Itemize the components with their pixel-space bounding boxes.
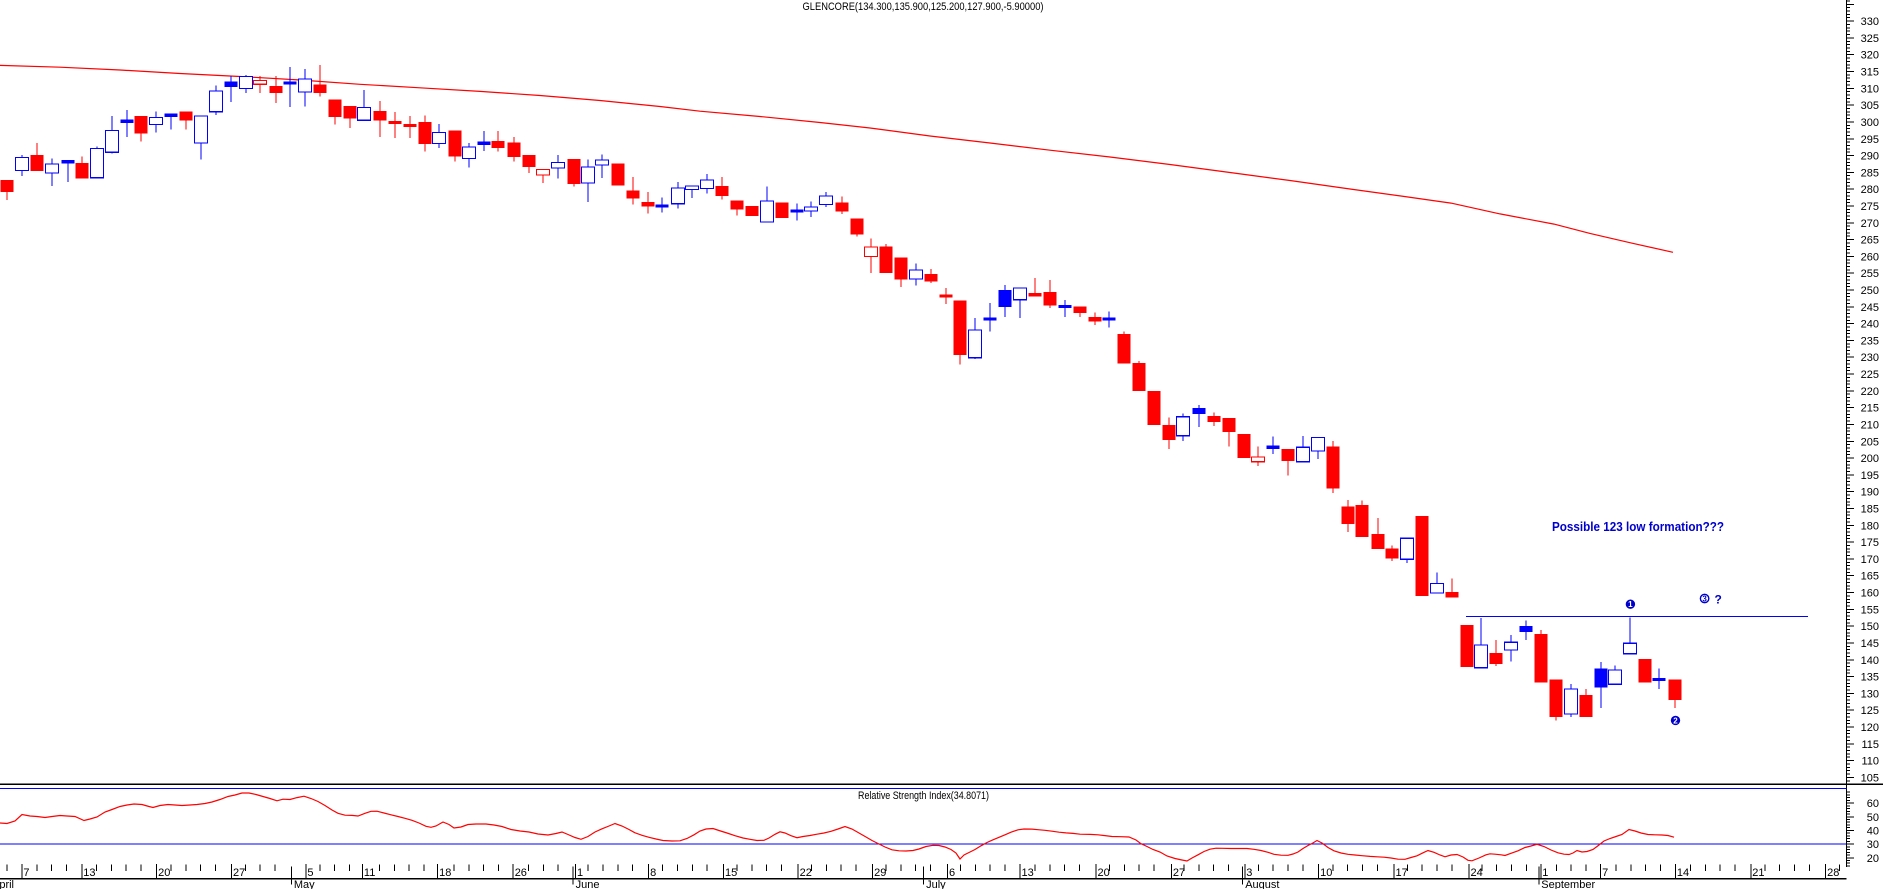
svg-text:20: 20 bbox=[1867, 853, 1879, 865]
svg-text:300: 300 bbox=[1861, 117, 1879, 129]
svg-text:1: 1 bbox=[577, 867, 583, 879]
svg-text:60: 60 bbox=[1867, 798, 1879, 810]
svg-text:GLENCORE(134.300,135.900,125.2: GLENCORE(134.300,135.900,125.200,127.900… bbox=[803, 1, 1044, 13]
svg-text:310: 310 bbox=[1861, 83, 1879, 95]
svg-text:145: 145 bbox=[1861, 638, 1879, 650]
svg-text:250: 250 bbox=[1861, 285, 1879, 297]
svg-text:120: 120 bbox=[1861, 722, 1879, 734]
svg-text:7: 7 bbox=[1602, 867, 1608, 879]
svg-text:130: 130 bbox=[1861, 688, 1879, 700]
svg-text:280: 280 bbox=[1861, 184, 1879, 196]
svg-text:27: 27 bbox=[233, 867, 245, 879]
svg-text:225: 225 bbox=[1861, 369, 1879, 381]
svg-text:325: 325 bbox=[1861, 33, 1879, 45]
svg-text:255: 255 bbox=[1861, 268, 1879, 280]
svg-text:24: 24 bbox=[1471, 867, 1483, 879]
svg-text:13: 13 bbox=[1022, 867, 1034, 879]
svg-text:235: 235 bbox=[1861, 335, 1879, 347]
svg-text:?: ? bbox=[1715, 593, 1722, 607]
svg-text:40: 40 bbox=[1867, 825, 1879, 837]
svg-text:3: 3 bbox=[1246, 867, 1252, 879]
svg-text:7: 7 bbox=[23, 867, 29, 879]
svg-text:Possible 123 low formation???: Possible 123 low formation??? bbox=[1552, 520, 1724, 534]
svg-text:165: 165 bbox=[1861, 571, 1879, 583]
svg-text:220: 220 bbox=[1861, 386, 1879, 398]
svg-text:21: 21 bbox=[1752, 867, 1764, 879]
svg-text:285: 285 bbox=[1861, 167, 1879, 179]
svg-text:305: 305 bbox=[1861, 100, 1879, 112]
svg-text:50: 50 bbox=[1867, 812, 1879, 824]
svg-text:26: 26 bbox=[515, 867, 527, 879]
svg-text:11: 11 bbox=[364, 867, 375, 879]
svg-text:180: 180 bbox=[1861, 520, 1879, 532]
svg-text:315: 315 bbox=[1861, 67, 1879, 79]
svg-text:205: 205 bbox=[1861, 436, 1879, 448]
svg-text:May: May bbox=[294, 879, 315, 889]
svg-text:185: 185 bbox=[1861, 504, 1879, 516]
svg-text:155: 155 bbox=[1861, 604, 1879, 616]
svg-text:20: 20 bbox=[1098, 867, 1110, 879]
svg-text:295: 295 bbox=[1861, 134, 1879, 146]
svg-text:5: 5 bbox=[307, 867, 313, 879]
svg-text:105: 105 bbox=[1861, 772, 1879, 784]
svg-text:1: 1 bbox=[1542, 867, 1548, 879]
svg-text:3: 3 bbox=[1702, 595, 1707, 604]
svg-text:22: 22 bbox=[800, 867, 812, 879]
svg-text:14: 14 bbox=[1677, 867, 1689, 879]
svg-text:6: 6 bbox=[949, 867, 955, 879]
svg-text:175: 175 bbox=[1861, 537, 1879, 549]
svg-text:18: 18 bbox=[439, 867, 451, 879]
svg-text:160: 160 bbox=[1861, 588, 1879, 600]
svg-text:29: 29 bbox=[874, 867, 886, 879]
svg-text:June: June bbox=[576, 879, 600, 889]
svg-text:September: September bbox=[1541, 879, 1595, 889]
svg-text:140: 140 bbox=[1861, 655, 1879, 667]
svg-text:320: 320 bbox=[1861, 50, 1879, 62]
svg-text:30: 30 bbox=[1867, 839, 1879, 851]
svg-text:27: 27 bbox=[1173, 867, 1185, 879]
svg-text:17: 17 bbox=[1396, 867, 1408, 879]
svg-text:110: 110 bbox=[1861, 756, 1879, 768]
svg-text:265: 265 bbox=[1861, 235, 1879, 247]
svg-text:15: 15 bbox=[725, 867, 737, 879]
svg-text:170: 170 bbox=[1861, 554, 1879, 566]
svg-text:200: 200 bbox=[1861, 453, 1879, 465]
svg-text:April: April bbox=[0, 879, 14, 889]
svg-text:20: 20 bbox=[158, 867, 170, 879]
svg-text:28: 28 bbox=[1827, 867, 1839, 879]
svg-text:Relative Strength Index(34.807: Relative Strength Index(34.8071) bbox=[858, 790, 989, 802]
svg-text:240: 240 bbox=[1861, 319, 1879, 331]
svg-text:10: 10 bbox=[1320, 867, 1332, 879]
svg-text:8: 8 bbox=[650, 867, 656, 879]
svg-text:135: 135 bbox=[1861, 672, 1879, 684]
svg-text:230: 230 bbox=[1861, 352, 1879, 364]
svg-text:190: 190 bbox=[1861, 487, 1879, 499]
svg-text:330: 330 bbox=[1861, 16, 1879, 28]
svg-text:260: 260 bbox=[1861, 251, 1879, 263]
svg-text:195: 195 bbox=[1861, 470, 1879, 482]
svg-text:13: 13 bbox=[83, 867, 95, 879]
svg-text:270: 270 bbox=[1861, 218, 1879, 230]
svg-text:July: July bbox=[926, 879, 946, 889]
svg-text:August: August bbox=[1245, 879, 1279, 889]
svg-text:125: 125 bbox=[1861, 705, 1879, 717]
svg-text:290: 290 bbox=[1861, 151, 1879, 163]
svg-text:245: 245 bbox=[1861, 302, 1879, 314]
svg-text:210: 210 bbox=[1861, 420, 1879, 432]
svg-text:275: 275 bbox=[1861, 201, 1879, 213]
svg-text:2: 2 bbox=[1673, 716, 1678, 725]
svg-text:1: 1 bbox=[1628, 600, 1633, 609]
svg-text:115: 115 bbox=[1861, 739, 1879, 751]
svg-text:150: 150 bbox=[1861, 621, 1879, 633]
svg-text:215: 215 bbox=[1861, 403, 1879, 415]
